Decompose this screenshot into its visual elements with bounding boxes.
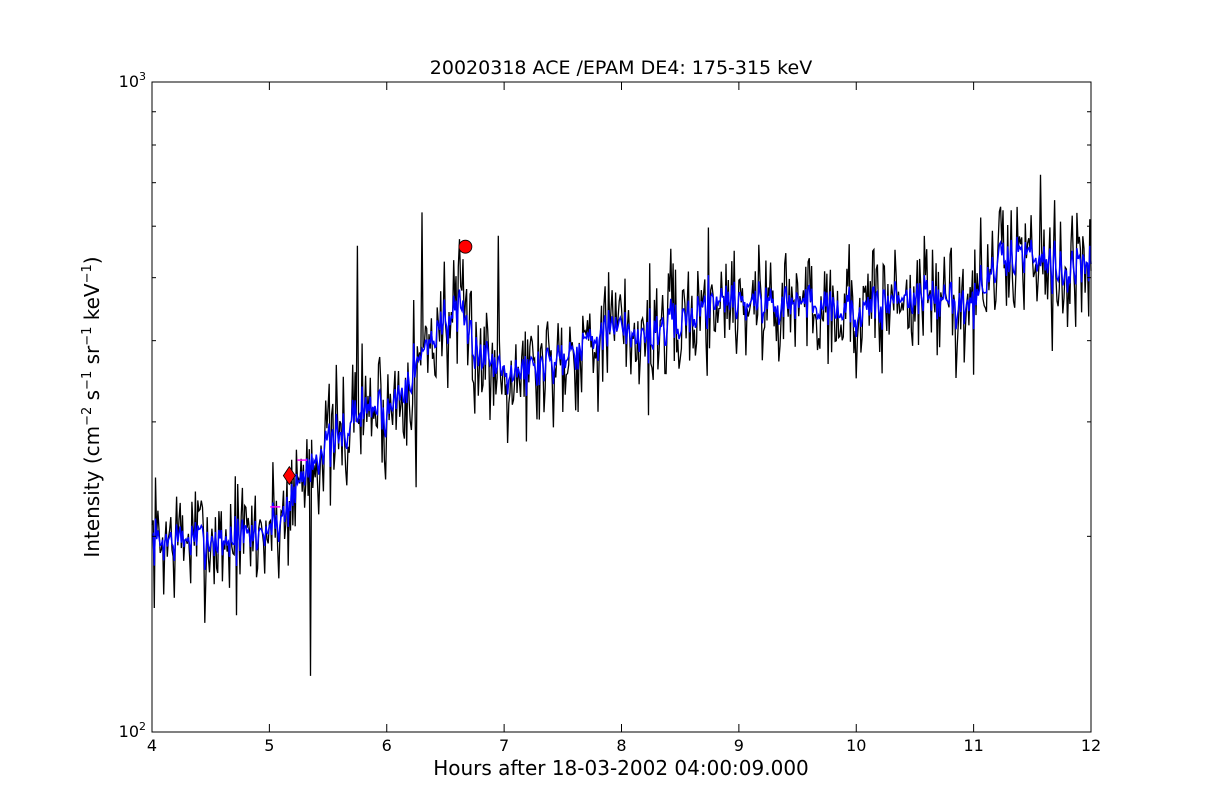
x-tick-label: 10 [846,736,866,755]
series-smoothed-layer [151,236,1092,570]
y-axis-label-exp1: −2 [80,407,95,426]
y-axis-label-prefix: Intensity (cm [80,426,104,558]
series-raw-line [151,174,1092,676]
plot-background [152,82,1091,732]
x-tick-label: 7 [499,736,509,755]
chart-title: 20020318 ACE /EPAM DE4: 175-315 keV [430,57,812,79]
event-marker-diamond [282,465,296,486]
series-raw-layer [151,174,1092,676]
peak-marker-circle [458,239,473,254]
x-tick-label: 9 [734,736,744,755]
y-tick-label: 102 [119,720,146,741]
x-tick-label: 4 [147,736,157,755]
x-tick-label: 8 [616,736,626,755]
y-axis-label-exp3: −1 [80,327,95,346]
y-axis-label-mid3: keV [80,283,104,327]
y-axis-label-exp4: −1 [80,264,95,283]
y-axis: 102 103 [119,70,1091,741]
y-axis-label-mid2: sr [80,345,104,371]
series-smoothed-line [151,236,1092,570]
markers-layer [270,239,473,508]
x-tick-label: 5 [264,736,274,755]
x-tick-label: 12 [1081,736,1101,755]
x-tick-label: 6 [382,736,392,755]
y-axis-label-suffix: ) [80,256,104,264]
y-axis-label-mid1: s [80,390,104,407]
x-axis-label: Hours after 18-03-2002 04:00:09.000 [433,756,809,780]
x-tick-label: 11 [963,736,983,755]
plot-area [151,82,1092,732]
y-axis-label: Intensity (cm−2 s−1 sr−1 keV−1) [80,256,104,557]
y-axis-label-exp2: −1 [80,371,95,390]
x-axis: 4 5 6 7 8 9 10 11 12 [147,82,1101,755]
y-tick-label: 103 [119,70,146,91]
